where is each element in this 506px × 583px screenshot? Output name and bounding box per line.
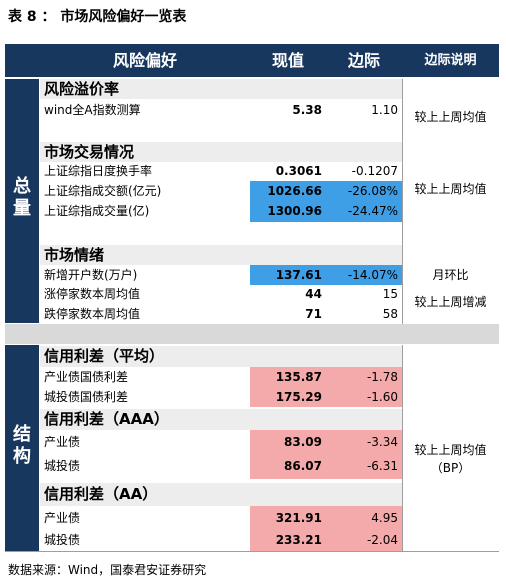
row-label: 新增开户数(万户) — [44, 268, 138, 282]
row-value-highlight: 86.07 — [250, 454, 326, 479]
row-label: wind全A指数测算 — [44, 103, 141, 117]
row-margin-highlight: -3.34 — [326, 430, 402, 454]
row-value: 0.3061 — [275, 164, 322, 178]
row-value-highlight: 135.87 — [250, 367, 326, 387]
section-trading-title: 市场交易情况 — [40, 142, 402, 162]
row-label: 上证综指日度换手率 — [44, 164, 153, 178]
row-value-highlight: 83.09 — [250, 430, 326, 454]
row-value: 5.38 — [292, 103, 322, 117]
row-margin-highlight: -6.31 — [326, 454, 402, 479]
table-title: 表 8 ： 市场风险偏好一览表 — [8, 9, 187, 25]
row-value-highlight: 175.29 — [250, 387, 326, 407]
header-margin: 边际 — [347, 51, 380, 70]
row-margin-highlight: -1.78 — [326, 367, 402, 387]
row-margin: 15 — [382, 287, 398, 301]
row-value-highlight: 321.91 — [250, 506, 326, 530]
group-total-label: 总量 — [13, 176, 31, 219]
section-sentiment-title: 市场情绪 — [40, 245, 402, 265]
column-divider — [402, 79, 403, 324]
row-margin: -0.1207 — [351, 164, 398, 178]
table-bottom-border — [5, 551, 499, 552]
row-label: 上证综指成交额(亿元) — [44, 184, 162, 198]
row-label: 产业债 — [44, 511, 81, 525]
section-credit-avg-title: 信用利差（平均） — [40, 346, 402, 367]
row-margin-highlight: -26.08% — [326, 181, 402, 201]
row-value: 44 — [305, 287, 322, 301]
row-label: 涨停家数本周均值 — [44, 287, 141, 301]
section-credit-aa-title: 信用利差（AA） — [40, 483, 402, 506]
row-value-highlight: 1300.96 — [250, 201, 326, 222]
table-header — [5, 44, 499, 77]
column-divider — [402, 345, 403, 552]
group-total-cell — [5, 79, 39, 323]
credit-desc-line-2: （BP） — [430, 461, 471, 475]
sentiment-mom-desc: 月环比 — [432, 268, 469, 282]
group-structure-label: 结构 — [13, 424, 31, 467]
group-structure-cell — [5, 345, 39, 552]
row-label: 城投债 — [44, 533, 81, 547]
section-risk-premium-title: 风险溢价率 — [40, 79, 402, 99]
row-margin-highlight: 4.95 — [326, 506, 402, 530]
row-value: 71 — [305, 307, 322, 321]
section-credit-aaa-title: 信用利差（AAA） — [40, 409, 402, 430]
header-current-value: 现值 — [271, 51, 304, 70]
row-value-highlight: 1026.66 — [250, 181, 326, 201]
row-margin-highlight: -1.60 — [326, 387, 402, 407]
row-label: 产业债国债利差 — [44, 370, 129, 384]
row-value-highlight: 233.21 — [250, 530, 326, 551]
risk-premium-desc: 较上上周均值 — [414, 110, 487, 124]
row-margin-highlight: -2.04 — [326, 530, 402, 551]
row-value-highlight: 137.61 — [250, 265, 326, 285]
row-label: 城投债 — [44, 459, 81, 473]
row-label: 城投债国债利差 — [44, 390, 129, 404]
credit-desc: 较上上周均值 （BP） — [402, 441, 499, 477]
credit-desc-line-1: 较上上周均值 — [414, 443, 487, 457]
row-margin-highlight: -14.07% — [326, 265, 402, 285]
row-label: 跌停家数本周均值 — [44, 307, 141, 321]
row-margin: 58 — [382, 307, 398, 321]
header-risk-preference: 风险偏好 — [112, 51, 177, 70]
row-margin: 1.10 — [371, 103, 398, 117]
data-source-note: 数据来源：Wind，国泰君安证券研究 — [8, 563, 207, 577]
header-margin-description: 边际说明 — [424, 53, 477, 68]
row-label: 上证综指成交量(亿) — [44, 204, 150, 218]
section-separator — [5, 324, 499, 344]
row-label: 产业债 — [44, 435, 81, 449]
sentiment-change-desc: 较上上周增减 — [414, 295, 487, 309]
row-margin-highlight: -24.47% — [326, 201, 402, 222]
trading-desc: 较上上周均值 — [414, 182, 487, 196]
